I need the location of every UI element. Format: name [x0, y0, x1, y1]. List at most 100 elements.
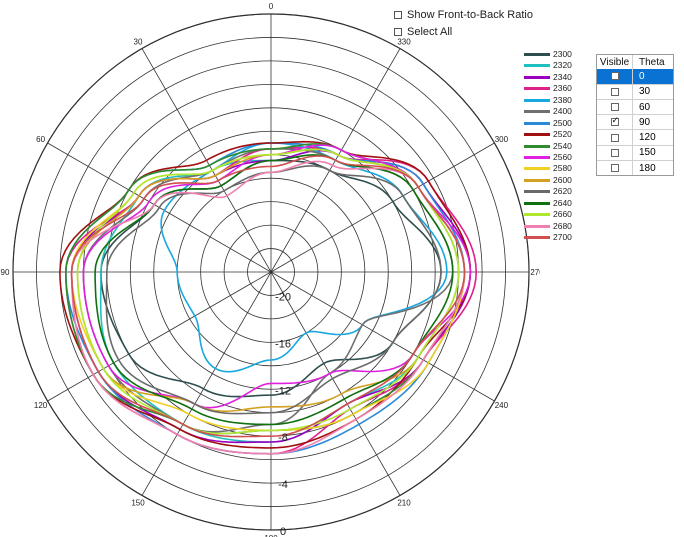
legend-swatch — [524, 87, 550, 91]
grid-spoke — [141, 271, 272, 496]
legend-swatch — [524, 75, 550, 79]
grid-spoke — [270, 271, 495, 402]
legend-item: 2300 — [522, 49, 592, 60]
legend-swatch — [524, 236, 550, 239]
series-line-2620 — [105, 165, 442, 415]
visible-checkbox[interactable] — [610, 133, 619, 142]
legend-item: 2620 — [522, 186, 592, 197]
angle-label: 60 — [36, 135, 45, 144]
legend-swatch — [524, 224, 550, 228]
theta-cell: 0 — [639, 70, 645, 82]
angle-label: 90 — [1, 268, 10, 277]
legend-swatch — [524, 110, 550, 114]
radial-label: -16 — [275, 338, 291, 350]
grid-spoke — [270, 142, 495, 273]
legend-swatch — [524, 144, 550, 148]
grid-spoke — [47, 271, 272, 402]
legend-item: 2660 — [522, 209, 592, 220]
theta-cell: 120 — [639, 132, 656, 144]
visible-checkbox[interactable] — [610, 72, 619, 81]
legend-item: 2580 — [522, 163, 592, 174]
visibility-row[interactable]: 90 — [597, 114, 673, 130]
visibility-row[interactable]: 120 — [597, 129, 673, 145]
visible-cell — [597, 145, 633, 161]
legend-label: 2520 — [553, 129, 572, 140]
visible-cell — [597, 84, 633, 99]
legend-label: 2340 — [553, 71, 572, 82]
theta-cell: 60 — [639, 101, 651, 113]
angle-label: 180 — [264, 534, 278, 537]
legend-label: 2700 — [553, 232, 572, 242]
legend-swatch — [524, 201, 550, 205]
legend-item: 2560 — [522, 152, 592, 163]
legend-label: 2300 — [553, 49, 572, 59]
legend-label: 2400 — [553, 106, 572, 117]
visibility-row[interactable]: 0 — [597, 69, 673, 84]
label-layer: 0 30 60 90 120 150 180 210 240 270 300 330 -20 -16 -12… — [1, 2, 540, 537]
angle-label: 300 — [495, 135, 509, 144]
legend: 2300 2320 2340 2360 2380 2400 2500 2520 2540 2560… — [522, 49, 592, 243]
legend-item: 2640 — [522, 198, 592, 209]
visible-cell — [597, 161, 633, 176]
front-to-back-checkbox[interactable] — [394, 11, 402, 19]
visible-cell — [597, 69, 633, 84]
legend-label: 2500 — [553, 117, 572, 128]
radial-label: -12 — [275, 385, 291, 397]
visible-checkbox[interactable] — [610, 87, 619, 96]
select-all-option[interactable]: Select All — [394, 26, 452, 38]
theta-column-header: Theta — [639, 56, 665, 68]
legend-label: 2360 — [553, 83, 572, 94]
visibility-row[interactable]: 60 — [597, 98, 673, 115]
legend-swatch — [524, 213, 550, 217]
legend-swatch — [524, 121, 550, 125]
series-line-2700 — [70, 155, 466, 438]
radial-label: 0 — [280, 526, 286, 537]
legend-label: 2660 — [553, 209, 572, 220]
visibility-table-header: Visible Theta — [597, 55, 673, 70]
legend-item: 2320 — [522, 60, 592, 71]
angle-label: 330 — [397, 38, 411, 47]
polar-chart: 0 30 60 90 120 150 180 210 240 270 300 330 -20 -16 -12… — [1, 2, 540, 537]
visible-checkbox[interactable] — [610, 148, 619, 157]
legend-item: 2540 — [522, 141, 592, 152]
legend-label: 2680 — [553, 220, 572, 231]
grid-spoke — [270, 271, 401, 496]
legend-item: 2380 — [522, 95, 592, 106]
visible-checkbox[interactable] — [610, 164, 619, 173]
visibility-row[interactable]: 180 — [597, 160, 673, 176]
series-layer — [59, 140, 478, 455]
legend-item: 2500 — [522, 118, 592, 129]
visibility-row[interactable]: 150 — [597, 144, 673, 161]
legend-swatch — [524, 53, 550, 56]
visible-checkbox[interactable] — [610, 103, 619, 112]
angle-label: 150 — [131, 498, 145, 507]
angle-label: 30 — [134, 38, 143, 47]
visible-checkbox[interactable] — [610, 115, 619, 127]
legend-swatch — [524, 190, 550, 194]
visible-cell — [597, 115, 633, 130]
angle-label: 0 — [269, 2, 274, 11]
theta-cell: 180 — [639, 162, 656, 174]
radial-label: -4 — [278, 479, 288, 491]
legend-swatch — [524, 64, 550, 68]
front-to-back-option[interactable]: Show Front-to-Back Ratio — [394, 9, 533, 21]
visible-cell — [597, 99, 633, 115]
visibility-table: Visible Theta 0 30 60 90 120 150 180 — [596, 54, 674, 177]
legend-label: 2540 — [553, 140, 572, 151]
select-all-label: Select All — [407, 26, 453, 38]
legend-label: 2560 — [553, 151, 572, 162]
legend-label: 2620 — [553, 186, 572, 197]
legend-label: 2600 — [553, 174, 572, 185]
visible-column-header: Visible — [597, 55, 633, 70]
select-all-checkbox[interactable] — [394, 28, 402, 36]
angle-label: 240 — [495, 401, 509, 410]
angle-label: 210 — [397, 498, 411, 507]
legend-item: 2520 — [522, 129, 592, 140]
legend-item: 2700 — [522, 232, 592, 243]
angle-label: 120 — [34, 401, 48, 410]
radial-label: -20 — [275, 292, 291, 304]
visibility-row[interactable]: 30 — [597, 83, 673, 99]
legend-item: 2340 — [522, 72, 592, 83]
angle-label: 270 — [530, 268, 540, 277]
legend-swatch — [524, 167, 550, 171]
